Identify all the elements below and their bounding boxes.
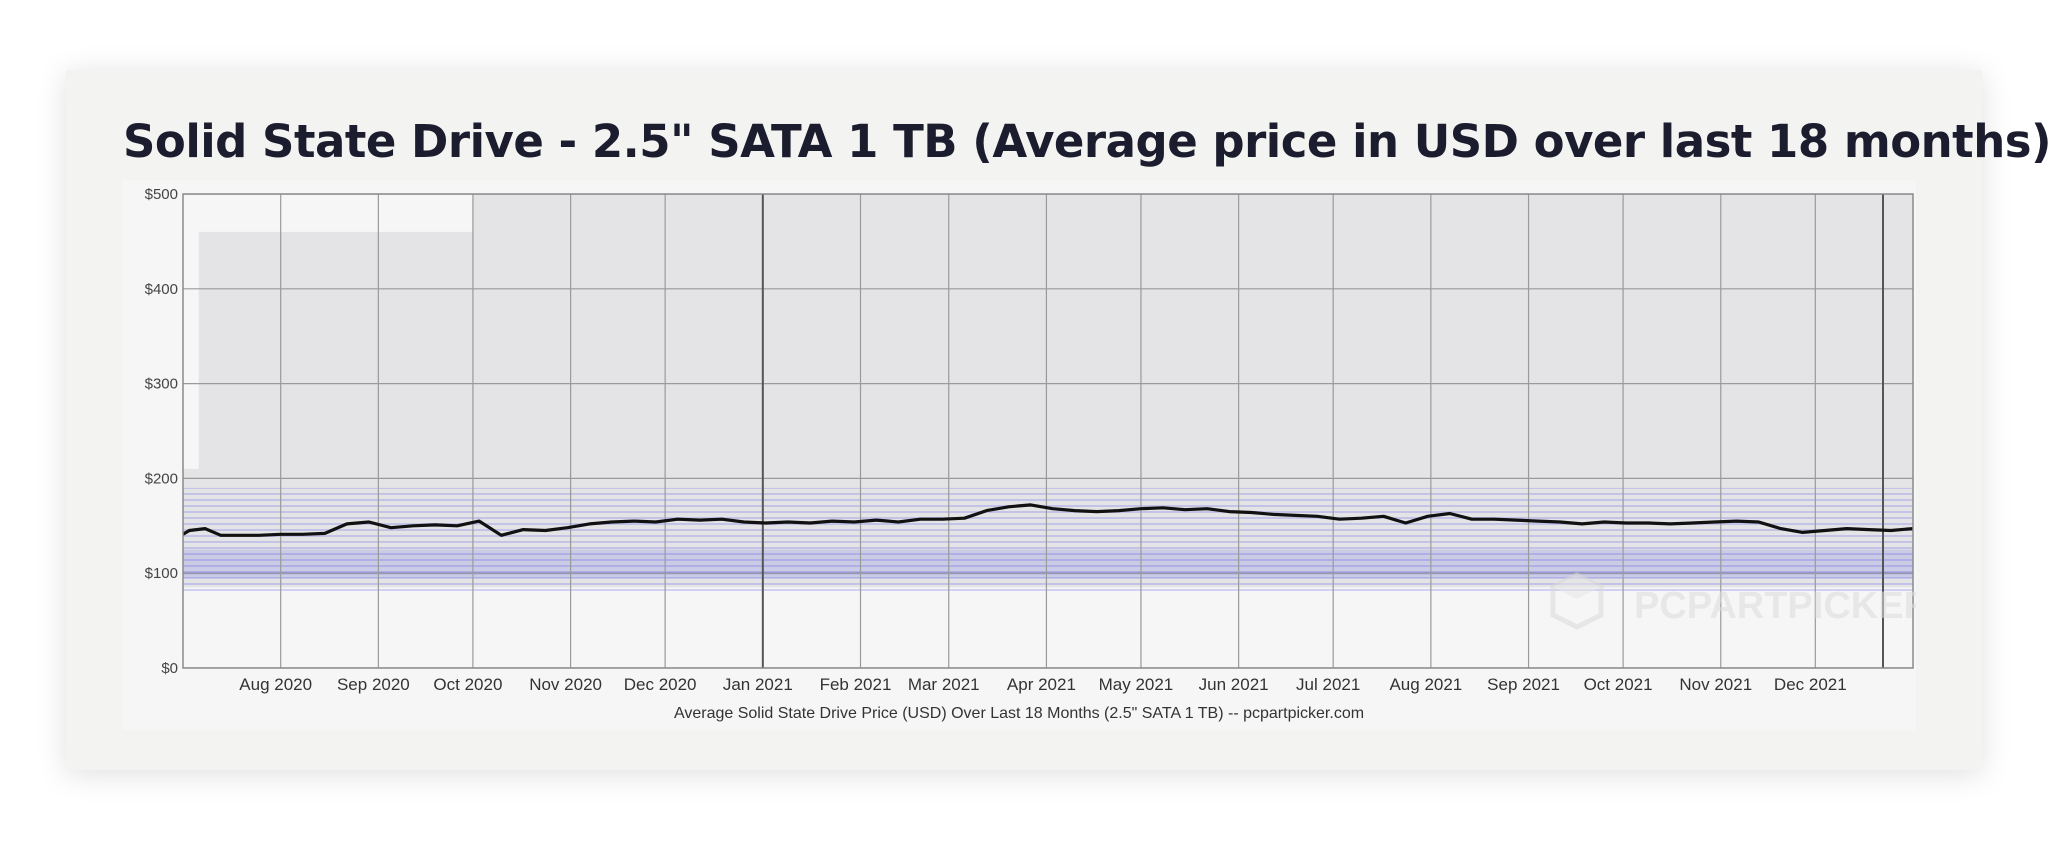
average-price-series	[183, 503, 1913, 537]
price-band	[183, 487, 1913, 593]
x-tick-label: May 2021	[1099, 675, 1174, 694]
x-tick-label: Jun 2021	[1199, 675, 1269, 694]
watermark-text: PCPARTPICKER	[1634, 585, 1916, 627]
x-tick-label: Aug 2020	[239, 675, 312, 694]
y-tick-label: $200	[145, 470, 178, 487]
x-tick-label: Dec 2020	[624, 675, 697, 694]
watermark: PCPARTPICKER	[1550, 572, 1916, 630]
average-price-line	[183, 503, 1913, 537]
price-band-fill	[183, 487, 1913, 593]
x-tick-label: Aug 2021	[1389, 675, 1462, 694]
x-tick-label: Jul 2021	[1296, 675, 1360, 694]
pcpartpicker-logo-icon	[1550, 572, 1604, 630]
y-tick-label: $500	[145, 186, 178, 203]
x-tick-label: Mar 2021	[908, 675, 980, 694]
x-axis-ticks: Aug 2020 Sep 2020 Oct 2020 Nov 2020 Dec 2020…	[239, 675, 1846, 694]
y-axis-ticks: $0 $100 $200 $300 $400 $500	[145, 186, 178, 677]
x-tick-label: Dec 2021	[1774, 675, 1847, 694]
y-tick-label: $300	[145, 376, 178, 393]
x-tick-label: Sep 2020	[337, 675, 410, 694]
x-tick-label: Nov 2021	[1679, 675, 1752, 694]
x-tick-label: Nov 2020	[529, 675, 602, 694]
x-tick-label: Oct 2020	[433, 675, 502, 694]
chart-caption: Average Solid State Drive Price (USD) Ov…	[674, 705, 1364, 722]
y-tick-label: $0	[161, 660, 178, 677]
y-tick-label: $400	[145, 281, 178, 298]
x-tick-label: Oct 2021	[1584, 675, 1653, 694]
price-range-gap	[183, 194, 199, 469]
x-tick-label: Jan 2021	[723, 675, 793, 694]
y-tick-label: $100	[145, 565, 178, 582]
price-history-chart: $0 $100 $200 $300 $400 $500 Aug 2020 Sep 2020 O…	[122, 180, 1916, 730]
grid	[183, 194, 1913, 668]
page-title: Solid State Drive - 2.5" SATA 1 TB (Aver…	[123, 115, 2052, 168]
x-tick-label: Feb 2021	[820, 675, 892, 694]
x-tick-label: Apr 2021	[1007, 675, 1076, 694]
x-tick-label: Sep 2021	[1487, 675, 1560, 694]
plot-border	[182, 193, 1914, 669]
